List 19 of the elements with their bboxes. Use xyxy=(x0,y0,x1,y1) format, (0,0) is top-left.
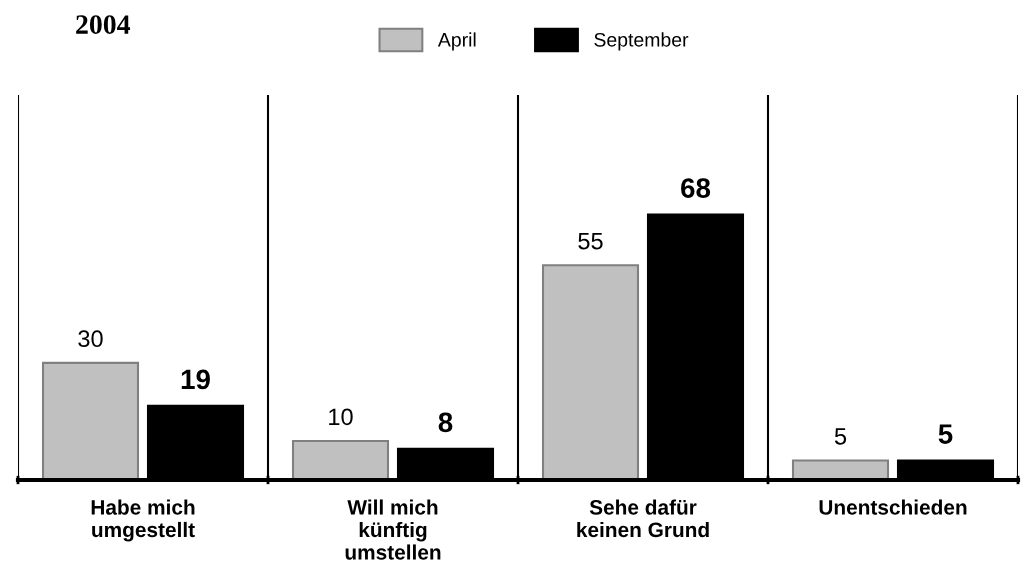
data-label: 30 xyxy=(78,330,103,348)
bar xyxy=(41,361,140,480)
data-label: 55 xyxy=(578,232,603,250)
chart-title: 2004 xyxy=(76,15,131,34)
data-label: 5 xyxy=(834,428,847,445)
bar xyxy=(291,439,390,480)
legend-label: April xyxy=(437,32,476,51)
x-tick-label: Habe mich umgestellt xyxy=(91,499,195,542)
data-label: 19 xyxy=(181,369,210,390)
data-label: 68 xyxy=(681,178,711,198)
x-tick-label: Will mich künftig umstellen xyxy=(345,499,441,560)
bar xyxy=(541,264,640,480)
data-label: 10 xyxy=(329,408,353,426)
bar xyxy=(791,459,890,480)
data-label: 8 xyxy=(438,412,453,433)
legend-label: September xyxy=(594,32,689,51)
x-tick-label: Unentschieden xyxy=(819,499,967,515)
x-tick-label: Sehe dafür keinen Grund xyxy=(577,499,709,538)
data-label: 5 xyxy=(938,424,953,444)
